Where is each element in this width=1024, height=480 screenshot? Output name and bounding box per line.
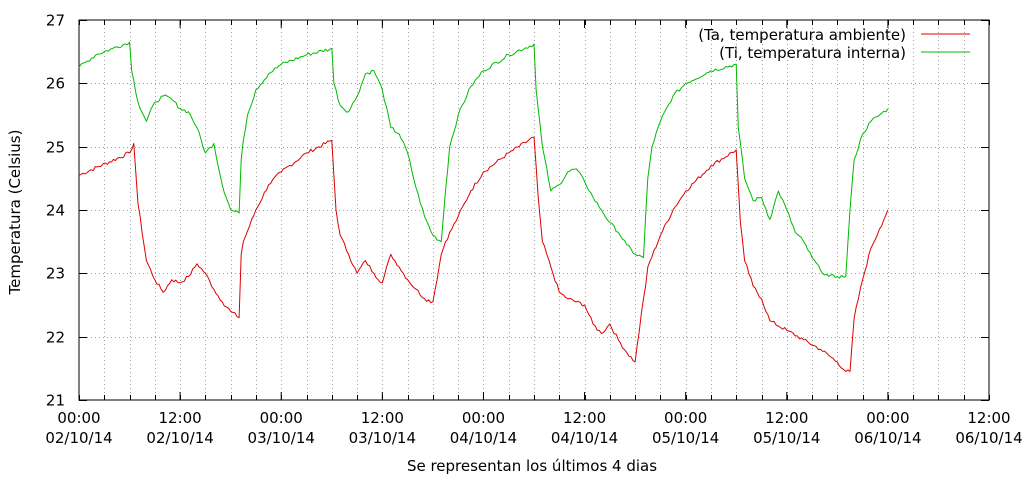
series-line-ti — [78, 41, 889, 279]
x-tick-label-date: 02/10/14 — [146, 429, 213, 447]
axis-ticks: 21 22 23 24 25 26 27 00:00 02/10/14 12:00 02/10/14… — [45, 12, 1022, 448]
x-tick-label-date: 03/10/14 — [248, 429, 315, 447]
y-tick-label: 24 — [46, 202, 65, 220]
x-tick-label-date: 06/10/14 — [854, 429, 921, 447]
grid — [79, 20, 989, 400]
legend: (Ta, temperatura ambiente) (Ti, temperat… — [698, 26, 970, 62]
y-tick-label: 25 — [46, 139, 65, 157]
x-tick-label-date: 04/10/14 — [450, 429, 517, 447]
x-tick-label-date: 06/10/14 — [955, 429, 1022, 447]
x-tick-label-date: 05/10/14 — [753, 429, 820, 447]
y-tick-label: 21 — [46, 392, 65, 410]
y-tick-label: 22 — [46, 329, 65, 347]
x-tick-label-date: 02/10/14 — [45, 429, 112, 447]
y-tick-label: 26 — [46, 75, 65, 93]
y-tick-label: 23 — [46, 265, 65, 283]
x-tick-label-time: 12:00 — [563, 409, 606, 427]
x-tick-label-time: 12:00 — [361, 409, 404, 427]
x-tick-label-time: 12:00 — [967, 409, 1010, 427]
x-tick-label-time: 00:00 — [866, 409, 909, 427]
y-axis-title: Temperatura (Celsius) — [6, 130, 24, 296]
x-tick-label-time: 00:00 — [462, 409, 505, 427]
x-tick-label-time: 12:00 — [765, 409, 808, 427]
legend-label-ti: (Ti, temperatura interna) — [719, 44, 906, 62]
x-tick-label-time: 00:00 — [664, 409, 707, 427]
y-tick-label: 27 — [46, 12, 65, 30]
x-tick-label-date: 04/10/14 — [551, 429, 618, 447]
legend-label-ta: (Ta, temperatura ambiente) — [698, 26, 906, 44]
series-lines — [78, 41, 889, 372]
x-tick-label-time: 12:00 — [158, 409, 201, 427]
series-line-ta — [78, 136, 889, 372]
x-tick-label-time: 00:00 — [260, 409, 303, 427]
x-tick-label-time: 00:00 — [57, 409, 100, 427]
x-tick-label-date: 05/10/14 — [652, 429, 719, 447]
x-axis-title: Se representan los últimos 4 dias — [407, 457, 657, 475]
x-tick-label-date: 03/10/14 — [349, 429, 416, 447]
